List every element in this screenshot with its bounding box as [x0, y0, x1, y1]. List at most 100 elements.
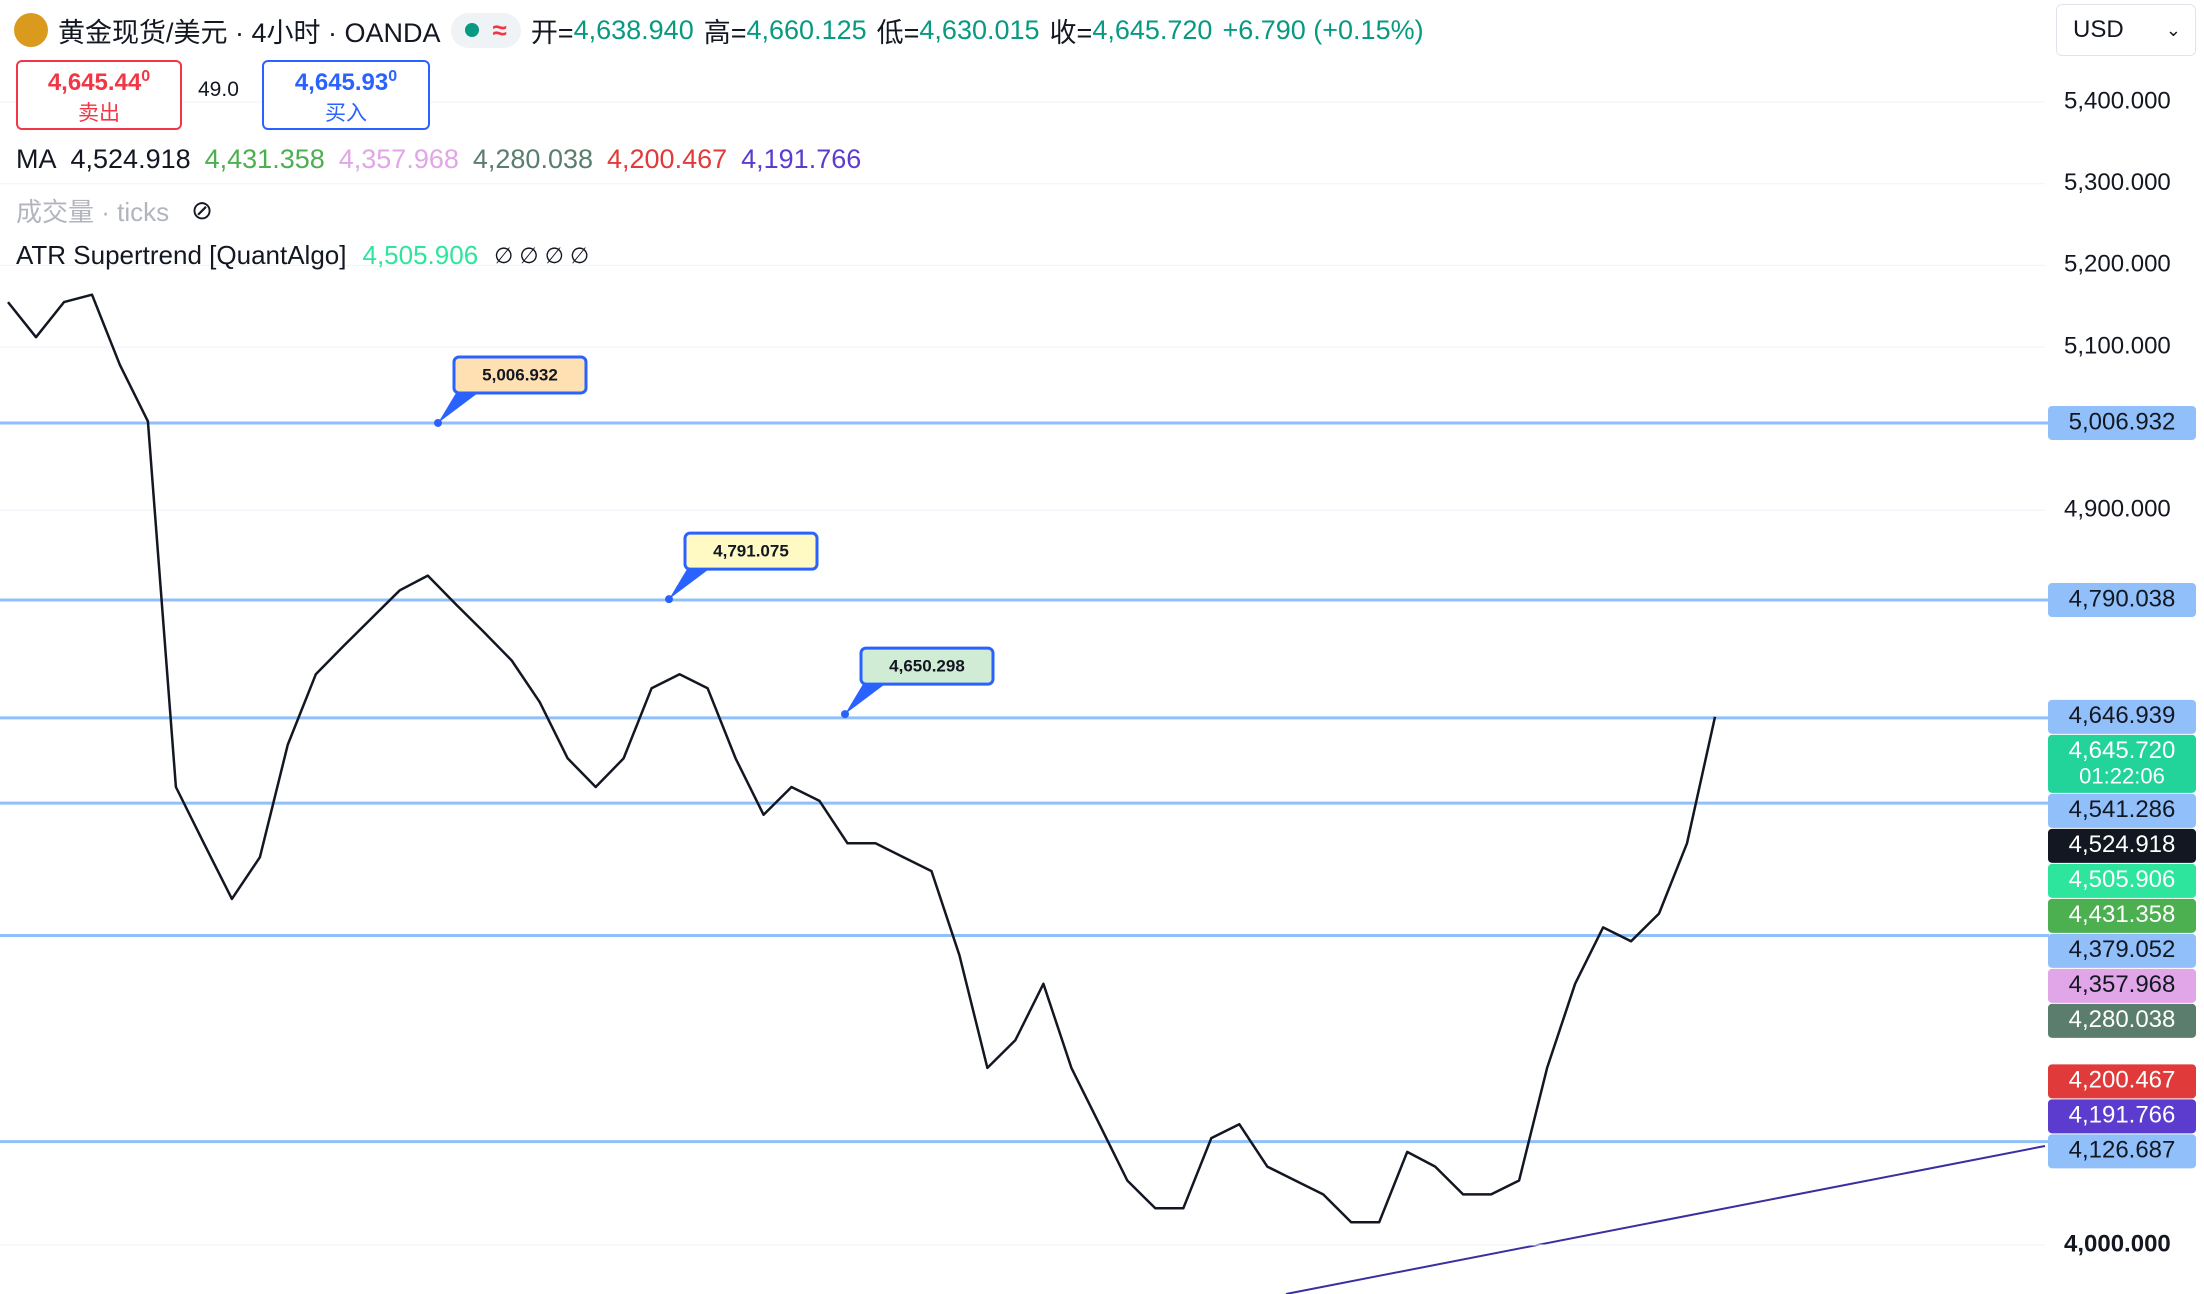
price-badge-label: 4,126.687 — [2069, 1137, 2176, 1164]
atr-legend: ATR Supertrend [QuantAlgo] 4,505.906 ∅ ∅… — [16, 240, 589, 271]
price-badge-label: 4,379.052 — [2069, 936, 2176, 963]
price-line — [7, 293, 1717, 1224]
price-badge-label: 4,280.038 — [2069, 1006, 2176, 1033]
dropdown-arrow: ⌄ — [2165, 19, 2181, 40]
callout-anchor — [665, 595, 673, 604]
y-tick-label: 5,300.000 — [2064, 169, 2171, 196]
status-pill[interactable]: ≈ — [450, 12, 521, 48]
price-badge — [2048, 1064, 2196, 1099]
price-badge — [2048, 968, 2196, 1003]
currency: USD — [2073, 16, 2124, 43]
callout: 5,006.932 — [434, 355, 588, 427]
ohlc-value: 4,638.940 — [573, 14, 694, 45]
price-badge — [2048, 405, 2196, 440]
price-badge — [2048, 1003, 2196, 1038]
callout-label: 4,791.075 — [713, 542, 789, 561]
ohlc: 开= 4,638.940 高= 4,660.125 低= 4,630.015 收= 4,645… — [531, 11, 1213, 50]
callout-box — [452, 355, 588, 395]
volume-legend: 成交量 · ticks ⊘ — [16, 192, 213, 229]
ohlc-label: 收= — [1049, 17, 1093, 48]
price-badge-label: 4,357.968 — [2069, 971, 2176, 998]
buy-price-main: 4,645.93 — [294, 69, 389, 96]
trend-line — [1285, 1145, 2046, 1294]
ma-name: MA — [16, 144, 57, 174]
sell-label: 卖出 — [78, 102, 120, 125]
spread: 49.0 — [198, 78, 239, 102]
callout-label: 5,006.932 — [482, 365, 558, 384]
price-badge-label: 4,645.720 — [2069, 737, 2176, 764]
header: 黄金现货/美元 · 4小时 · OANDA ≈ 开= 4,638.940 高= 4,6… — [14, 8, 1424, 52]
callout-label: 4,650.298 — [889, 657, 965, 676]
volume-name: 成交量 · ticks — [16, 197, 170, 227]
callout-box — [859, 646, 995, 686]
ohlc-label: 开= — [530, 17, 574, 48]
ma-value: 4,357.968 — [338, 144, 459, 174]
callout-pointer — [669, 569, 709, 600]
callout-anchor — [841, 710, 849, 719]
buy-price-sup: 0 — [388, 68, 398, 85]
symbol-logo — [14, 13, 48, 47]
price-badge-label: 4,541.286 — [2069, 796, 2176, 823]
ohlc-value: 4,660.125 — [746, 14, 867, 45]
ma-value: 4,200.467 — [607, 144, 728, 174]
price-badge — [2048, 898, 2196, 933]
price-badge-label: 4,790.038 — [2069, 585, 2176, 612]
y-tick-label: 5,200.000 — [2064, 251, 2171, 278]
ma-value: 4,280.038 — [472, 144, 593, 174]
buy-price: 4,645.930 — [264, 68, 428, 97]
callout-anchor — [434, 418, 442, 427]
callout-pointer — [845, 684, 885, 715]
callout: 4,650.298 — [841, 646, 995, 719]
callout-box — [683, 531, 819, 571]
change: +6.790 (+0.15%) — [1222, 14, 1424, 45]
symbol: 黄金现货/美元 · 4小时 · OANDA — [58, 17, 441, 48]
price-badge — [2048, 793, 2196, 828]
price-badge-label: 4,524.918 — [2069, 831, 2176, 858]
y-tick-label: 4,000.000 — [2064, 1230, 2171, 1257]
hidden-icon[interactable]: ⊘ — [191, 195, 213, 225]
price-badge-label: 4,431.358 — [2069, 901, 2176, 928]
market-dot — [464, 23, 479, 37]
price-badge — [2048, 1134, 2196, 1169]
callout: 4,791.075 — [665, 531, 819, 604]
price-badge-label: 4,191.766 — [2069, 1102, 2176, 1129]
price-badge — [2048, 933, 2196, 968]
ma-value: 4,524.918 — [70, 144, 191, 174]
ohlc-value: 4,645.720 — [1092, 14, 1213, 45]
price-badge — [2048, 1099, 2196, 1134]
y-tick-label: 5,100.000 — [2064, 332, 2171, 359]
ohlc-label: 高= — [703, 17, 747, 48]
approx-icon: ≈ — [492, 14, 507, 45]
price-badge — [2048, 734, 2196, 793]
sell-button[interactable]: 4,645.440 卖出 — [16, 60, 182, 130]
sell-price-main: 4,645.44 — [47, 69, 142, 96]
sell-price: 4,645.440 — [18, 68, 180, 97]
atr-extra: ∅ ∅ ∅ ∅ — [494, 242, 590, 268]
price-badge — [2048, 828, 2196, 863]
price-badge-label: 4,505.906 — [2069, 866, 2176, 893]
sell-price-sup: 0 — [141, 68, 151, 85]
atr-value: 4,505.906 — [362, 240, 479, 270]
ohlc-value: 4,630.015 — [919, 14, 1040, 45]
price-badge — [2048, 699, 2196, 734]
ohlc-label: 低= — [876, 17, 920, 48]
ma-value: 4,431.358 — [204, 144, 325, 174]
price-badge-label: 4,646.939 — [2069, 702, 2176, 729]
callout-pointer — [438, 392, 478, 423]
price-badge-label: 5,006.932 — [2069, 408, 2176, 435]
price-badge-timer: 01:22:06 — [2079, 764, 2165, 789]
ma-value: 4,191.766 — [741, 144, 862, 174]
ma-legend: MA 4,524.918 4,431.358 4,357.968 4,280.038 4,… — [16, 144, 861, 175]
buy-button[interactable]: 4,645.930 买入 — [262, 60, 430, 130]
y-tick-label: 5,400.000 — [2064, 87, 2171, 114]
spread-value: 49.0 — [198, 78, 239, 101]
currency-select[interactable]: USD ⌄ — [2056, 4, 2196, 56]
y-tick-label: 4,900.000 — [2064, 496, 2171, 523]
price-badge — [2048, 583, 2196, 618]
atr-name: ATR Supertrend [QuantAlgo] — [16, 240, 347, 270]
buy-label: 买入 — [325, 102, 367, 125]
price-badge — [2048, 863, 2196, 898]
price-badge-label: 4,200.467 — [2069, 1067, 2176, 1094]
